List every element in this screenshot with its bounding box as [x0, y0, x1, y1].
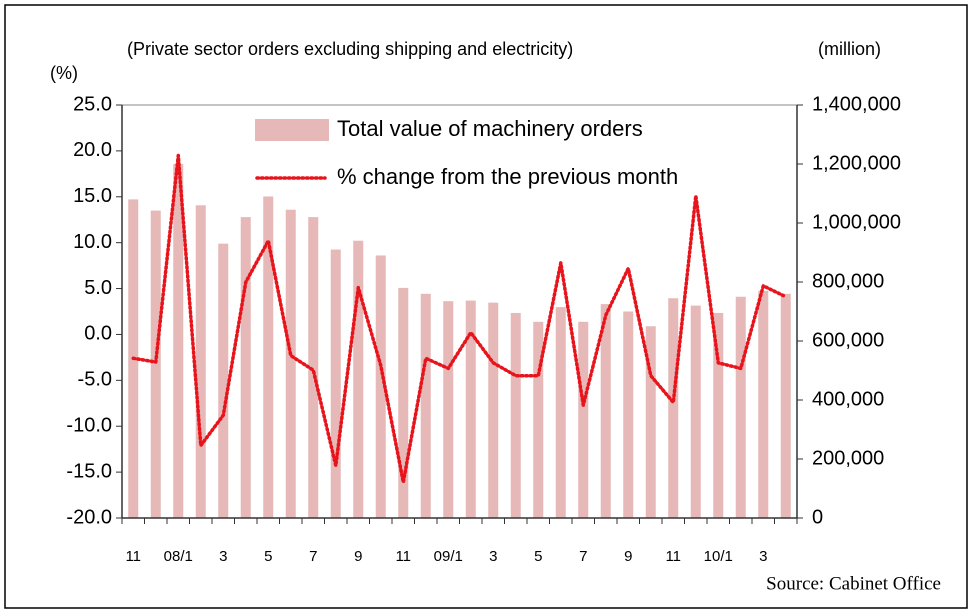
- bar: [263, 196, 274, 518]
- bar: [645, 326, 656, 518]
- y-tick-label: 20.0: [73, 139, 112, 161]
- y-tick-label: 10.0: [73, 231, 112, 253]
- bar: [668, 298, 679, 518]
- x-tick-label: 9: [624, 548, 632, 565]
- source: Source: Cabinet Office: [766, 573, 941, 594]
- bar: [690, 305, 701, 518]
- y2-tick-label: 200,000: [812, 447, 884, 469]
- bar: [353, 240, 364, 518]
- y2-tick-label: 1,200,000: [812, 152, 901, 174]
- bar: [150, 210, 161, 519]
- bar: [420, 293, 431, 518]
- y-tick-label: 0.0: [84, 323, 112, 345]
- y-tick-label: -20.0: [66, 506, 112, 528]
- bar: [465, 300, 476, 518]
- y-tick-label: -15.0: [66, 460, 112, 482]
- bar: [330, 249, 341, 519]
- y-tick-label: 5.0: [84, 277, 112, 299]
- chart-title: (Private sector orders excluding shippin…: [127, 39, 573, 59]
- bar: [375, 255, 386, 518]
- bar: [195, 205, 206, 519]
- bar: [533, 321, 544, 518]
- bar: [623, 311, 634, 518]
- y-axis-label: (%): [50, 63, 78, 83]
- x-tick-label: 11: [125, 548, 141, 565]
- bar: [578, 321, 589, 518]
- x-tick-label: 09/1: [434, 548, 463, 565]
- bar: [735, 296, 746, 518]
- y2-tick-label: 800,000: [812, 270, 884, 292]
- x-tick-label: 3: [489, 548, 497, 565]
- bar: [240, 217, 251, 518]
- x-tick-label: 7: [309, 548, 317, 565]
- y-tick-label: 15.0: [73, 185, 112, 207]
- x-tick-label: 5: [264, 548, 272, 565]
- x-tick-label: 11: [665, 548, 681, 565]
- y2-tick-label: 1,000,000: [812, 211, 901, 233]
- y-tick-label: 25.0: [73, 93, 112, 115]
- y2-tick-label: 1,400,000: [812, 93, 901, 115]
- x-tick-label: 7: [579, 548, 587, 565]
- x-tick-label: 10/1: [704, 548, 733, 565]
- bar: [308, 217, 319, 518]
- bar: [218, 243, 229, 518]
- bar: [758, 290, 769, 518]
- y2-tick-label: 400,000: [812, 388, 884, 410]
- y-tick-label: -10.0: [66, 415, 112, 437]
- x-tick-label: 08/1: [164, 548, 193, 565]
- bar: [555, 307, 566, 518]
- y2-tick-label: 0: [812, 506, 823, 528]
- bar: [488, 302, 499, 518]
- legend-label: % change from the previous month: [337, 164, 678, 189]
- line: [131, 153, 788, 484]
- bar: [510, 312, 521, 518]
- bar: [285, 209, 296, 518]
- legend-label: Total value of machinery orders: [337, 116, 643, 141]
- x-tick-label: 3: [759, 548, 767, 565]
- bar: [173, 164, 184, 518]
- bar: [443, 301, 454, 518]
- bar: [780, 293, 791, 518]
- legend-swatch: [255, 119, 329, 141]
- x-tick-label: 5: [534, 548, 542, 565]
- x-tick-label: 3: [219, 548, 227, 565]
- y-tick-label: -5.0: [78, 369, 112, 391]
- bar: [600, 304, 611, 518]
- x-tick-label: 11: [395, 548, 411, 565]
- x-tick-label: 9: [354, 548, 362, 565]
- y2-axis-label: (million): [818, 39, 881, 59]
- bar: [713, 312, 724, 518]
- bar: [398, 287, 409, 518]
- y2-tick-label: 600,000: [812, 329, 884, 351]
